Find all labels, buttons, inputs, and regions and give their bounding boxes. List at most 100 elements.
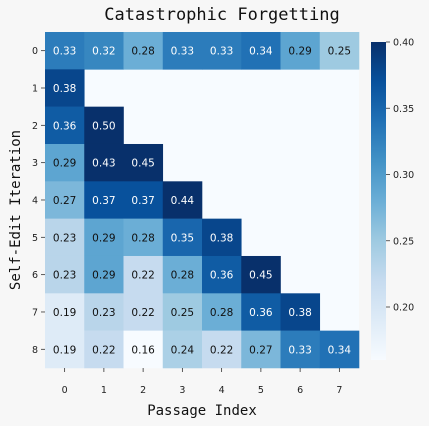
cell-value-label: 0.45 <box>249 270 272 282</box>
cell-value-label: 0.36 <box>53 120 77 132</box>
colorbar-ticks: 0.20 0.25 0.30 0.35 0.40 <box>386 38 414 314</box>
cell-value-label: 0.29 <box>92 232 115 244</box>
heatmap-cell <box>84 181 124 219</box>
heatmap-cell <box>162 32 203 70</box>
cell-value-label: 0.36 <box>249 307 273 319</box>
heatmap-cell <box>202 330 242 369</box>
cell-value-label: 0.45 <box>131 158 154 170</box>
cell-value-label: 0.44 <box>171 195 195 207</box>
x-axis-label: Passage Index <box>147 403 257 419</box>
heatmap-cell <box>45 143 85 182</box>
x-tick-label: 3 <box>179 385 185 396</box>
cell-value-label: 0.28 <box>131 46 154 58</box>
colorbar-tick-label: 0.30 <box>393 170 414 181</box>
cell-value-label: 0.28 <box>131 232 154 244</box>
cell-value-label: 0.50 <box>92 120 115 132</box>
y-tick-label: 4 <box>32 195 38 206</box>
heatmap-cell <box>162 293 203 331</box>
heatmap-cell <box>84 330 124 369</box>
heatmap-cell <box>319 330 360 369</box>
cell-value-label: 0.22 <box>131 270 154 282</box>
cell-value-label: 0.38 <box>288 307 311 319</box>
cell-value-label: 0.34 <box>328 344 352 356</box>
heatmap-cell <box>319 32 360 70</box>
heatmap-cell <box>162 330 203 369</box>
heatmap-cell <box>45 181 85 219</box>
heatmap-cell <box>123 32 164 70</box>
cell-value-label: 0.22 <box>210 344 233 356</box>
y-tick-label: 6 <box>32 270 38 281</box>
heatmap-cell <box>280 330 321 369</box>
heatmap-cell <box>202 32 242 70</box>
colorbar <box>371 42 386 360</box>
colorbar-tick-label: 0.40 <box>393 38 414 49</box>
cell-value-label: 0.29 <box>53 158 76 170</box>
colorbar-tick-label: 0.25 <box>393 236 414 247</box>
heatmap-cell <box>123 293 164 331</box>
y-tick-label: 5 <box>32 233 38 244</box>
cell-value-label: 0.29 <box>288 46 311 58</box>
y-tick-label: 2 <box>32 121 38 132</box>
cell-value-label: 0.37 <box>131 195 154 207</box>
heatmap-cell <box>84 32 124 70</box>
cell-value-label: 0.27 <box>249 344 272 356</box>
cell-value-label: 0.19 <box>53 344 76 356</box>
cell-value-label: 0.25 <box>328 46 351 58</box>
cell-value-label: 0.23 <box>53 270 76 282</box>
heatmap-cell <box>123 255 164 294</box>
cell-value-label: 0.23 <box>53 232 76 244</box>
heatmap-cell <box>241 330 281 369</box>
heatmap-cell <box>280 293 321 331</box>
heatmap-cell <box>202 218 242 257</box>
cell-value-label: 0.33 <box>288 344 311 356</box>
y-tick-label: 8 <box>32 345 38 356</box>
cell-value-label: 0.33 <box>53 46 76 58</box>
heatmap-cell <box>123 218 164 257</box>
cell-value-label: 0.27 <box>53 195 76 207</box>
heatmap-cell <box>45 69 85 107</box>
cell-value-label: 0.38 <box>53 83 76 95</box>
chart-title: Catastrophic Forgetting <box>104 5 339 25</box>
heatmap-cell <box>45 218 85 257</box>
x-axis-ticks: 0 1 2 3 4 5 6 7 <box>62 368 342 396</box>
x-tick-label: 6 <box>297 385 303 396</box>
y-tick-label: 7 <box>32 307 38 318</box>
heatmap-cells: 0.33 0.32 0.28 0.33 0.33 0.34 0.29 0.25 0.38 0.36… <box>45 32 360 369</box>
heatmap-cell <box>241 32 281 70</box>
cell-value-label: 0.32 <box>92 46 115 58</box>
cell-value-label: 0.19 <box>53 307 76 319</box>
heatmap-cell <box>123 143 164 182</box>
heatmap-cell <box>45 106 85 145</box>
cell-value-label: 0.35 <box>171 232 194 244</box>
y-tick-label: 0 <box>32 46 38 57</box>
cell-value-label: 0.22 <box>131 307 154 319</box>
cell-value-label: 0.28 <box>210 307 233 319</box>
heatmap-cell <box>45 255 85 294</box>
cell-value-label: 0.43 <box>92 158 115 170</box>
heatmap-cell <box>84 143 124 182</box>
y-tick-label: 3 <box>32 158 38 169</box>
heatmap-cell <box>123 330 164 369</box>
cell-value-label: 0.28 <box>171 270 194 282</box>
cell-value-label: 0.16 <box>131 344 155 356</box>
x-tick-label: 4 <box>219 385 225 396</box>
cell-value-label: 0.25 <box>171 307 194 319</box>
heatmap-cell <box>84 293 124 331</box>
heatmap-cell <box>84 255 124 294</box>
x-tick-label: 1 <box>101 385 107 396</box>
heatmap-cell <box>162 255 203 294</box>
cell-value-label: 0.38 <box>210 232 233 244</box>
heatmap-cell <box>123 181 164 219</box>
heatmap-cell <box>280 32 321 70</box>
x-tick-label: 2 <box>140 385 146 396</box>
x-tick-label: 7 <box>336 385 342 396</box>
heatmap-cell <box>241 293 281 331</box>
heatmap-cell <box>202 293 242 331</box>
y-axis-label: Self-Edit Iteration <box>8 130 24 290</box>
heatmap-cell <box>84 218 124 257</box>
heatmap-cell <box>45 330 85 369</box>
y-axis-ticks: 0 1 2 3 4 5 6 7 8 <box>32 46 45 356</box>
cell-value-label: 0.22 <box>92 344 115 356</box>
cell-value-label: 0.34 <box>249 46 273 58</box>
